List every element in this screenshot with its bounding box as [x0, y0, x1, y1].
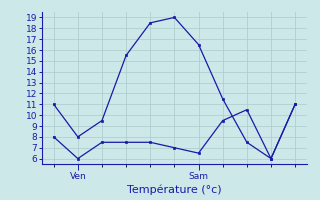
- X-axis label: Température (°c): Température (°c): [127, 184, 222, 195]
